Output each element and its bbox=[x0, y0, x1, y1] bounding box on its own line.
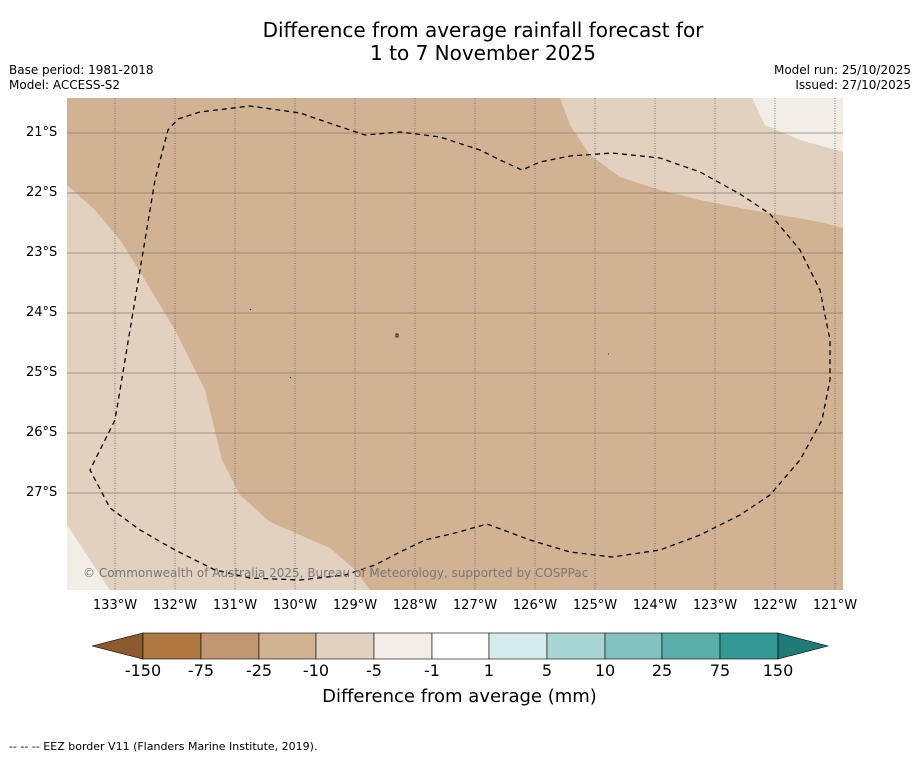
lat-label: 25°S bbox=[26, 365, 58, 380]
colorbar-tick-label: 10 bbox=[594, 661, 616, 680]
lon-label: 131°W bbox=[212, 598, 258, 613]
lon-label: 123°W bbox=[692, 598, 738, 613]
lat-label: 22°S bbox=[26, 185, 58, 200]
lon-label: 128°W bbox=[392, 598, 438, 613]
copyright-notice: © Commonwealth of Australia 2025, Bureau… bbox=[83, 566, 589, 580]
meta-left: Base period: 1981-2018 Model: ACCESS-S2 bbox=[9, 63, 154, 93]
lat-label: 21°S bbox=[26, 125, 58, 140]
lon-label: 133°W bbox=[92, 598, 138, 613]
colorbar-tick-label: 75 bbox=[709, 661, 731, 680]
island-marker bbox=[249, 308, 252, 311]
issued-date: Issued: 27/10/2025 bbox=[795, 78, 911, 92]
base-period: Base period: 1981-2018 bbox=[9, 63, 154, 77]
title-line-1: Difference from average rainfall forecas… bbox=[262, 18, 704, 42]
title-line-2: 1 to 7 November 2025 bbox=[370, 41, 596, 65]
islands bbox=[249, 308, 609, 379]
lat-label: 23°S bbox=[26, 245, 58, 260]
meta-right: Model run: 25/10/2025 Issued: 27/10/2025 bbox=[774, 63, 911, 93]
lon-label: 122°W bbox=[752, 598, 798, 613]
lon-label: 124°W bbox=[632, 598, 678, 613]
colorbar-tick-label: 5 bbox=[541, 661, 553, 680]
colorbar-tick-label: 1 bbox=[483, 661, 495, 680]
lon-label: 125°W bbox=[572, 598, 618, 613]
region-northeast-minus-10-to-5 bbox=[560, 98, 843, 228]
lon-label: 126°W bbox=[512, 598, 558, 613]
colorbar-tick-label: 150 bbox=[762, 661, 794, 680]
colorbar-title: Difference from average (mm) bbox=[322, 686, 597, 707]
map-title: Difference from average rainfall forecas… bbox=[0, 19, 919, 65]
grid-meridians bbox=[114, 98, 836, 590]
lat-label: 26°S bbox=[26, 425, 58, 440]
island-marker bbox=[289, 376, 292, 379]
eez-border bbox=[89, 105, 831, 581]
eez-legend-note: -- -- -- EEZ border V11 (Flanders Marine… bbox=[9, 740, 318, 753]
colorbar-tick-label: -25 bbox=[245, 661, 273, 680]
lat-label: 24°S bbox=[26, 305, 58, 320]
colorbar-tick-label: -5 bbox=[366, 661, 382, 680]
colorbar-tick-label: -150 bbox=[124, 661, 162, 680]
colorbar-tick-label: -75 bbox=[187, 661, 215, 680]
island-marker bbox=[395, 333, 399, 338]
colorbar-tick-label: 25 bbox=[651, 661, 673, 680]
lon-label: 127°W bbox=[452, 598, 498, 613]
region-west-minus-10-to-5 bbox=[67, 185, 370, 590]
region-southwest-minus-5-to-1 bbox=[67, 525, 110, 590]
colorbar-tick-label: -10 bbox=[302, 661, 330, 680]
grid-parallels bbox=[67, 132, 843, 494]
lon-label: 121°W bbox=[812, 598, 858, 613]
model-run: Model run: 25/10/2025 bbox=[773, 63, 911, 77]
lon-label: 130°W bbox=[272, 598, 318, 613]
model-name: Model: ACCESS-S2 bbox=[9, 78, 121, 92]
lon-label: 129°W bbox=[332, 598, 378, 613]
colorbar-tick-label: -1 bbox=[424, 661, 440, 680]
lon-label: 132°W bbox=[152, 598, 198, 613]
lat-label: 27°S bbox=[26, 485, 58, 500]
map-area bbox=[67, 98, 843, 590]
